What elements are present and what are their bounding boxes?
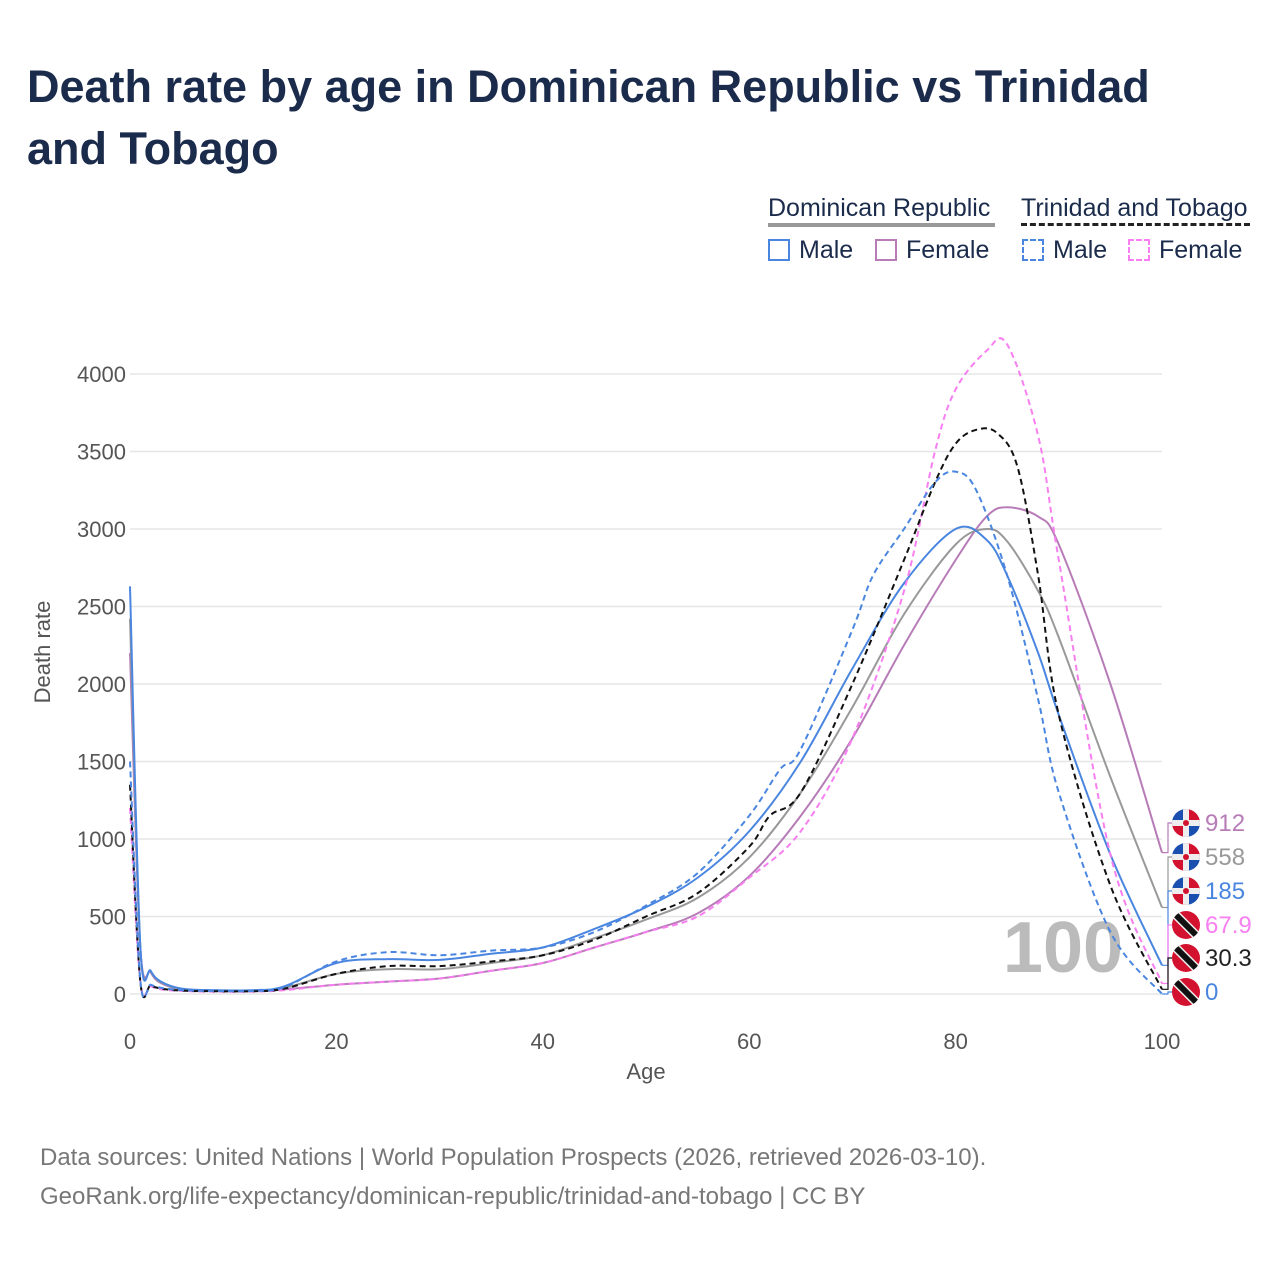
- dominican-republic-flag-icon: [1172, 877, 1200, 905]
- end-value-label: 185: [1205, 878, 1245, 905]
- x-tick-label: 0: [124, 1029, 136, 1054]
- y-tick-label: 0: [114, 982, 126, 1007]
- end-label-connector: [1162, 991, 1172, 995]
- legend-tt-female[interactable]: Female: [1159, 236, 1243, 264]
- legend-swatch-dr-male: [768, 239, 790, 261]
- legend-dr-female[interactable]: Female: [906, 236, 990, 264]
- end-label-connector: [1162, 957, 1172, 990]
- y-tick-label: 500: [89, 905, 126, 930]
- y-tick-label: 2000: [77, 672, 126, 697]
- x-tick-label: 100: [1144, 1029, 1181, 1054]
- trinidad-and-tobago-flag-icon: [1172, 978, 1200, 1006]
- y-tick-label: 1500: [77, 750, 126, 775]
- dominican-republic-flag-icon: [1172, 809, 1200, 837]
- y-tick-label: 4000: [77, 362, 126, 387]
- y-tick-label: 3500: [77, 440, 126, 465]
- legend-solid-line: [768, 223, 995, 227]
- source-line-1: Data sources: United Nations | World Pop…: [40, 1144, 987, 1171]
- dominican-republic-flag-icon: [1172, 843, 1200, 871]
- trinidad-and-tobago-flag-icon: [1172, 944, 1200, 972]
- watermark-age: 100: [1003, 908, 1123, 988]
- end-value-label: 558: [1205, 844, 1245, 871]
- end-value-label: 0: [1205, 979, 1218, 1006]
- legend-swatch-dr-female: [875, 239, 897, 261]
- y-tick-label: 3000: [77, 517, 126, 542]
- legend-swatch-tt-male: [1022, 239, 1044, 261]
- series-line-dominican-republic-male: [129, 525, 1163, 992]
- legend-dr-male[interactable]: Male: [799, 236, 854, 264]
- legend-group-dominican-republic: Dominican Republic: [768, 194, 991, 222]
- legend-swatch-tt-female: [1128, 239, 1150, 261]
- legend-tt-male[interactable]: Male: [1053, 236, 1108, 264]
- source-note: Data sources: United Nations | World Pop…: [40, 1138, 986, 1216]
- chart-title: Death rate by age in Dominican Republic …: [27, 61, 1150, 174]
- y-axis-label: Death rate: [30, 601, 55, 704]
- end-value-label: 30.3: [1205, 945, 1252, 972]
- series-line-trinidad-and-tobago-female: [129, 337, 1163, 997]
- y-tick-label: 1000: [77, 827, 126, 852]
- end-value-label: 912: [1205, 810, 1245, 837]
- y-tick-label: 2500: [77, 595, 126, 620]
- series-line-trinidad-and-tobago-male: [129, 470, 1163, 999]
- end-label-connector: [1162, 924, 1172, 985]
- legend-group-trinidad-and-tobago: Trinidad and Tobago: [1021, 194, 1248, 222]
- end-label-connector: [1162, 890, 1172, 966]
- x-tick-label: 60: [737, 1029, 761, 1054]
- trinidad-and-tobago-flag-icon: [1172, 911, 1200, 939]
- x-axis-label: Age: [626, 1059, 665, 1084]
- x-tick-label: 40: [531, 1029, 555, 1054]
- series-line-trinidad-and-tobago-total: [129, 427, 1163, 999]
- end-label-connector: [1162, 856, 1172, 909]
- source-line-2[interactable]: GeoRank.org/life-expectancy/dominican-re…: [40, 1183, 866, 1210]
- end-value-label: 67.9: [1205, 912, 1252, 939]
- end-label-connector: [1162, 822, 1172, 854]
- x-tick-label: 80: [943, 1029, 967, 1054]
- legend-dashed-line: [1021, 223, 1250, 226]
- x-tick-label: 20: [324, 1029, 348, 1054]
